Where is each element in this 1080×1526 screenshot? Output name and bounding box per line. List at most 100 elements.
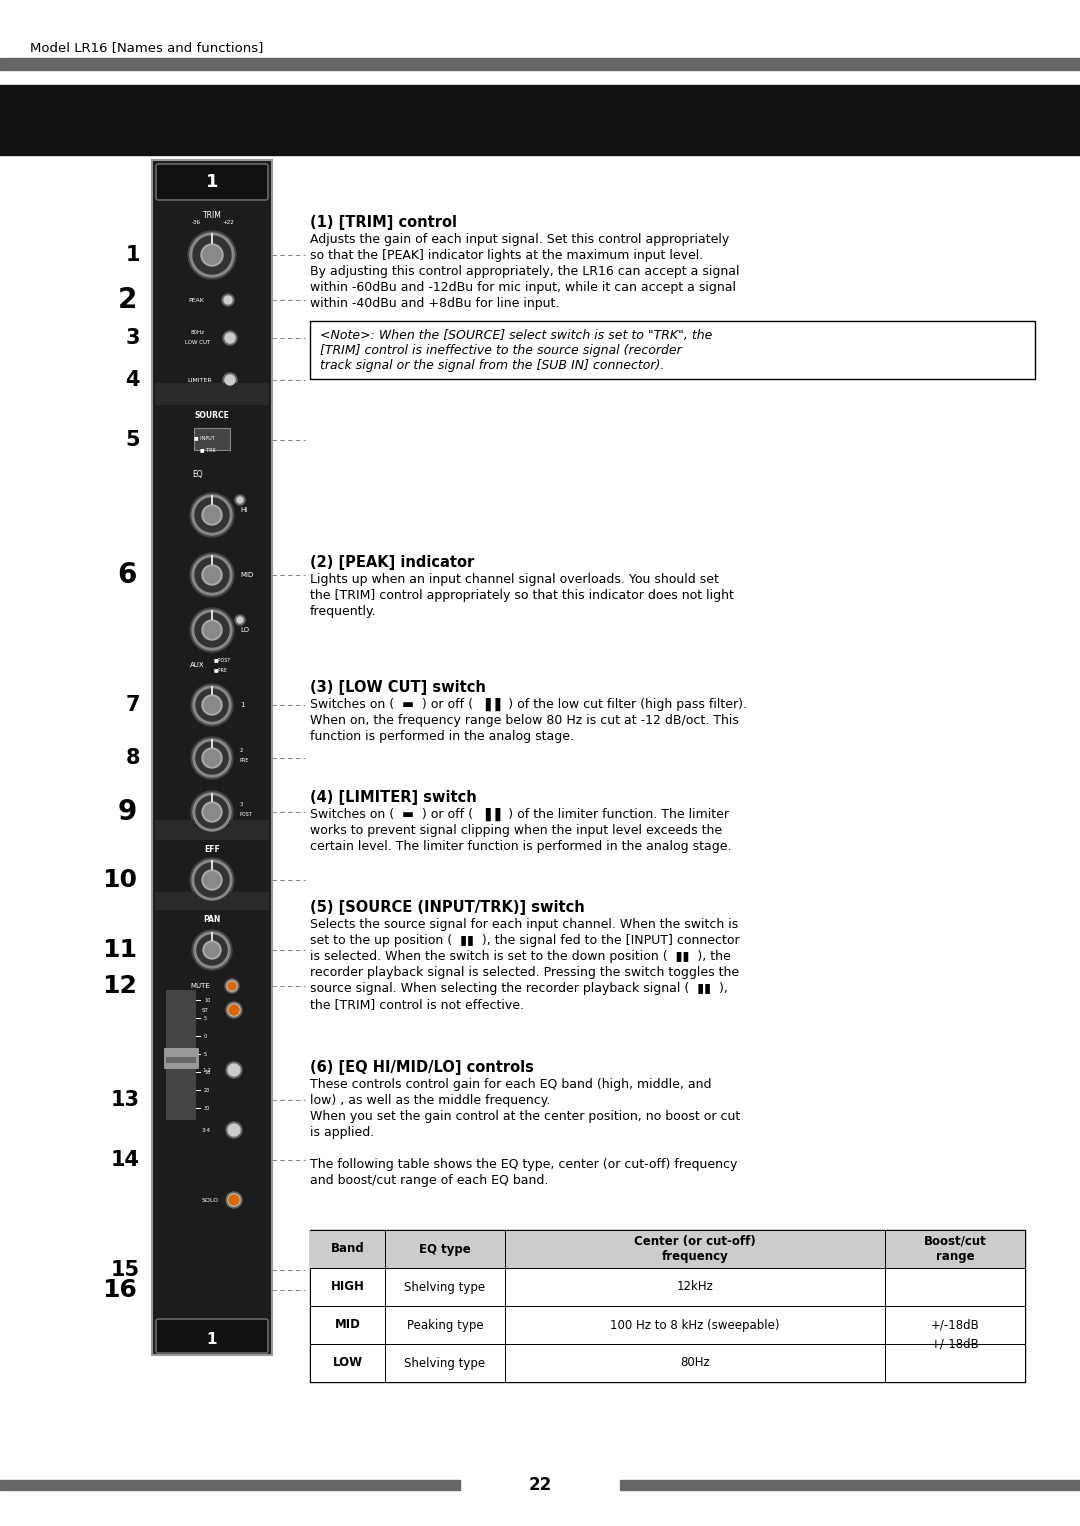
Circle shape (226, 1122, 242, 1138)
Text: so that the [PEAK] indicator lights at the maximum input level.: so that the [PEAK] indicator lights at t… (310, 249, 703, 262)
Circle shape (195, 497, 229, 533)
Text: 4: 4 (125, 369, 140, 391)
Text: -36: -36 (191, 220, 201, 224)
Circle shape (193, 687, 231, 723)
Circle shape (235, 615, 245, 626)
Text: 80Hz: 80Hz (680, 1357, 710, 1369)
Text: 14: 14 (111, 1151, 140, 1170)
Text: These controls control gain for each EQ band (high, middle, and: These controls control gain for each EQ … (310, 1077, 712, 1091)
Text: 5: 5 (204, 1051, 207, 1056)
Circle shape (202, 803, 222, 823)
Bar (0, 85, 1080, 156)
Circle shape (203, 942, 221, 958)
Text: 2: 2 (240, 748, 243, 752)
Text: works to prevent signal clipping when the input level exceeds the: works to prevent signal clipping when th… (310, 824, 723, 836)
Circle shape (202, 505, 222, 525)
Text: By adjusting this control appropriately, the LR16 can accept a signal: By adjusting this control appropriately,… (310, 266, 740, 278)
Text: low) , as well as the middle frequency.: low) , as well as the middle frequency. (310, 1094, 551, 1106)
Text: LOW: LOW (333, 1357, 363, 1369)
Circle shape (224, 296, 232, 304)
Text: source signal. When selecting the recorder playback signal (  ▮▮  ),: source signal. When selecting the record… (310, 983, 728, 995)
Text: ■POST: ■POST (214, 658, 231, 662)
Text: Peaking type: Peaking type (407, 1318, 484, 1332)
Text: TRIM: TRIM (203, 211, 221, 220)
Text: ■ INPUT: ■ INPUT (193, 435, 214, 441)
Text: 2: 2 (118, 285, 137, 314)
Circle shape (226, 1003, 242, 1018)
Text: Band: Band (330, 1242, 364, 1256)
Text: +22: +22 (222, 220, 234, 224)
Text: 5: 5 (204, 1015, 207, 1021)
Text: function is performed in the analog stage.: function is performed in the analog stag… (310, 729, 573, 743)
Bar (620, 1480, 1080, 1489)
Text: 3: 3 (240, 801, 243, 807)
Text: LO: LO (240, 627, 249, 633)
Text: <Note>: When the [SOURCE] select switch is set to "TRK", the
[TRIM] control is i: <Note>: When the [SOURCE] select switch … (320, 330, 713, 372)
Circle shape (204, 871, 220, 888)
Text: 0: 0 (204, 1033, 207, 1039)
Text: (1) [TRIM] control: (1) [TRIM] control (310, 215, 457, 230)
Text: 12: 12 (103, 974, 137, 998)
Bar (310, 1230, 1025, 1268)
Circle shape (225, 980, 239, 993)
Circle shape (193, 739, 231, 777)
Bar (156, 819, 269, 839)
Circle shape (222, 372, 237, 388)
Circle shape (195, 613, 229, 647)
Circle shape (226, 1062, 242, 1077)
Text: Model LR16 [Names and functions]: Model LR16 [Names and functions] (30, 41, 264, 55)
Circle shape (204, 507, 220, 523)
Circle shape (195, 559, 229, 592)
Circle shape (197, 935, 227, 964)
Circle shape (228, 1064, 240, 1076)
Text: Lights up when an input channel signal overloads. You should set: Lights up when an input channel signal o… (310, 572, 719, 586)
Text: 13: 13 (111, 1090, 140, 1109)
Circle shape (222, 295, 234, 307)
Circle shape (192, 555, 232, 595)
Circle shape (188, 230, 237, 279)
Text: PAN: PAN (203, 914, 220, 923)
Text: 1-2: 1-2 (202, 1068, 211, 1073)
Text: 8: 8 (125, 748, 140, 768)
Text: 10: 10 (204, 998, 211, 1003)
FancyBboxPatch shape (156, 1318, 268, 1354)
Text: is selected. When the switch is set to the down position (  ▮▮  ), the: is selected. When the switch is set to t… (310, 951, 731, 963)
Bar (0, 58, 1080, 70)
Text: SOLO: SOLO (202, 1198, 219, 1202)
Text: the [TRIM] control is not effective.: the [TRIM] control is not effective. (310, 998, 524, 1012)
Text: HIGH: HIGH (330, 1280, 364, 1294)
Text: MUTE: MUTE (190, 983, 210, 989)
Circle shape (228, 1004, 240, 1016)
Text: Switches on (  ▬  ) or off (  ▐▐  ) of the limiter function. The limiter: Switches on ( ▬ ) or off ( ▐▐ ) of the l… (310, 807, 729, 821)
Circle shape (228, 983, 237, 990)
Text: and boost/cut range of each EQ band.: and boost/cut range of each EQ band. (310, 1173, 549, 1187)
Circle shape (204, 623, 220, 638)
Text: 1: 1 (240, 702, 244, 708)
Circle shape (235, 494, 245, 505)
Circle shape (237, 617, 243, 623)
Circle shape (202, 565, 222, 584)
Circle shape (228, 1193, 240, 1206)
Bar (166, 990, 195, 1120)
Text: +/-18dB: +/-18dB (931, 1318, 980, 1332)
Text: MID: MID (240, 572, 253, 578)
Text: PRE: PRE (240, 757, 249, 763)
Text: PEAK: PEAK (188, 298, 204, 302)
Text: set to the up position (  ▮▮  ), the signal fed to the [INPUT] connector: set to the up position ( ▮▮ ), the signa… (310, 934, 740, 948)
Text: 1: 1 (206, 1332, 217, 1346)
Bar (885, 1268, 1025, 1383)
Text: 12kHz: 12kHz (676, 1280, 714, 1294)
Circle shape (222, 331, 237, 345)
Circle shape (195, 690, 228, 720)
Circle shape (192, 861, 232, 900)
Text: HI: HI (240, 507, 247, 513)
Text: Shelving type: Shelving type (404, 1280, 486, 1294)
Circle shape (201, 244, 222, 266)
Text: recorder playback signal is selected. Pressing the switch toggles the: recorder playback signal is selected. Pr… (310, 966, 739, 980)
Text: 20: 20 (204, 1088, 211, 1093)
Circle shape (190, 493, 234, 537)
Text: 9: 9 (118, 798, 137, 826)
Text: Shelving type: Shelving type (404, 1357, 486, 1369)
Circle shape (202, 870, 222, 890)
Circle shape (228, 1125, 240, 1135)
